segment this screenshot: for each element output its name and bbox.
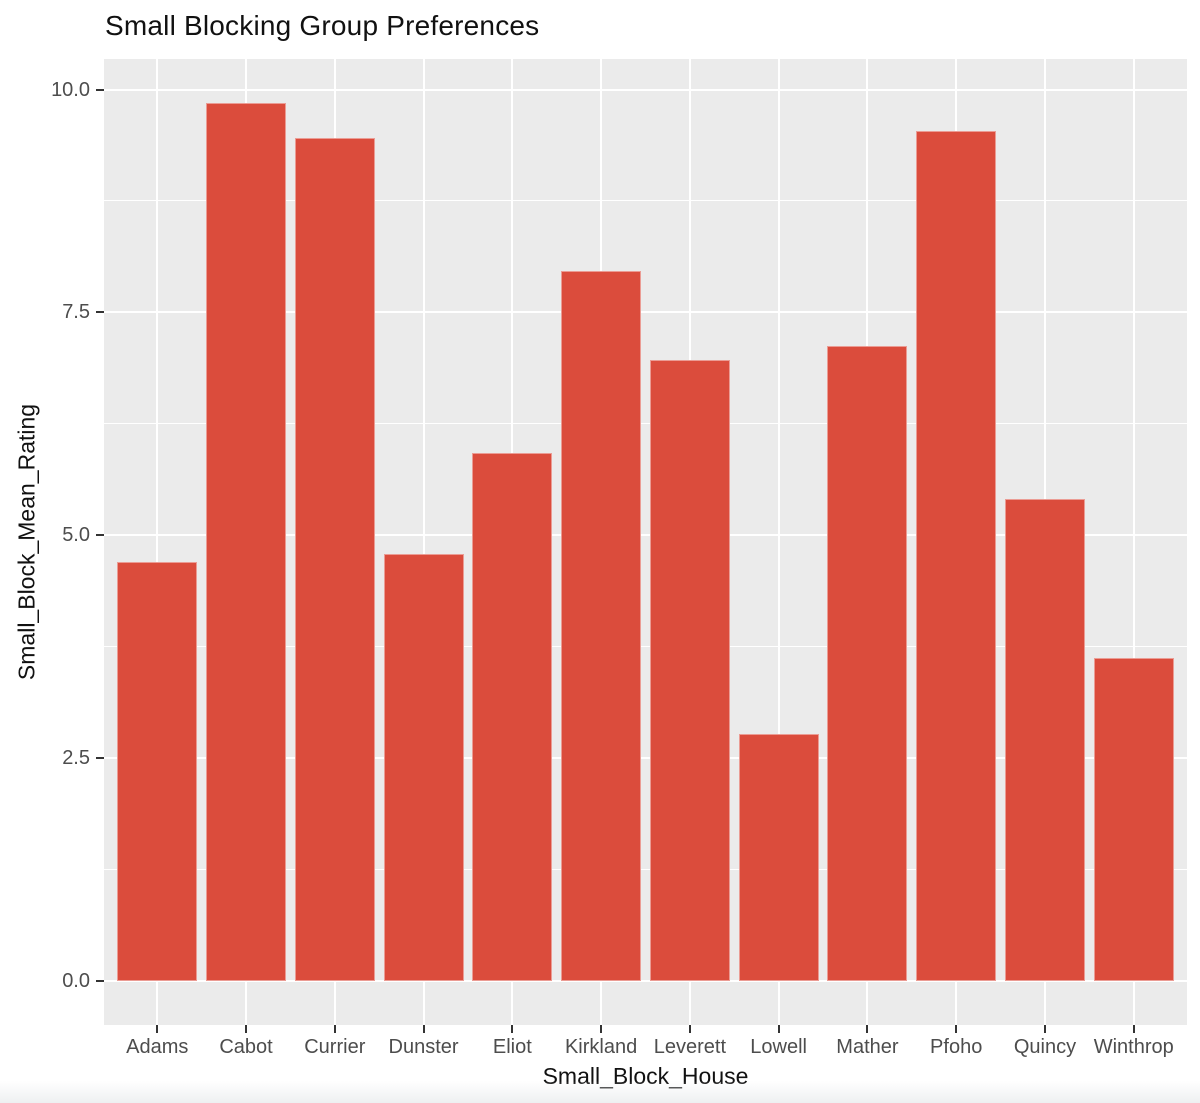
bar-pfoho [916, 130, 997, 982]
y-tick-mark-5.0 [96, 534, 104, 537]
x-tick-mark-dunster [422, 1025, 425, 1033]
plot-panel [104, 59, 1187, 1025]
gridline-major-y-10 [104, 88, 1187, 91]
y-tick-mark-7.5 [96, 311, 104, 314]
x-tick-label-quincy: Quincy [1013, 1036, 1077, 1058]
x-tick-label-winthrop: Winthrop [1093, 1036, 1174, 1058]
gridline-minor-y-3.75 [104, 646, 1187, 648]
y-tick-mark-2.5 [96, 757, 104, 760]
x-tick-mark-pfoho [955, 1025, 958, 1033]
bar-currier [294, 137, 375, 982]
gridline-major-x-lowell [777, 59, 780, 1025]
x-tick-label-dunster: Dunster [388, 1036, 459, 1058]
gridline-major-y-5 [104, 534, 1187, 537]
x-tick-label-pfoho: Pfoho [930, 1036, 983, 1058]
x-tick-mark-winthrop [1132, 1025, 1135, 1033]
gridline-major-y-2.5 [104, 757, 1187, 760]
bar-winthrop [1093, 658, 1174, 982]
gridline-major-x-dunster [422, 59, 425, 1025]
x-tick-label-kirkland: Kirkland [564, 1036, 638, 1058]
gridline-minor-y-6.25 [104, 423, 1187, 425]
x-tick-mark-kirkland [600, 1025, 603, 1033]
x-tick-mark-eliot [511, 1025, 514, 1033]
chart-title: Small Blocking Group Preferences [105, 10, 540, 41]
y-tick-mark-0.0 [96, 980, 104, 983]
bar-adams [117, 562, 198, 982]
gridline-major-y-0 [104, 980, 1187, 983]
x-tick-label-mather: Mather [836, 1036, 899, 1058]
x-tick-mark-lowell [777, 1025, 780, 1033]
x-tick-label-leverett: Leverett [653, 1036, 726, 1058]
x-tick-mark-quincy [1043, 1025, 1046, 1033]
bar-quincy [1005, 498, 1085, 982]
x-tick-label-eliot: Eliot [492, 1036, 532, 1058]
x-tick-mark-currier [333, 1025, 336, 1033]
y-tick-label-10.0: 10.0 [51, 78, 90, 101]
bar-dunster [383, 554, 464, 982]
y-tick-label-2.5: 2.5 [62, 747, 90, 770]
x-tick-label-lowell: Lowell [750, 1036, 807, 1058]
gridline-major-x-winthrop [1132, 59, 1135, 1025]
x-tick-mark-mather [866, 1025, 869, 1033]
bar-leverett [649, 359, 730, 982]
x-axis-title: Small_Block_House [542, 1063, 749, 1089]
y-tick-mark-10.0 [96, 88, 104, 91]
gridline-minor-y-1.25 [104, 869, 1187, 871]
bar-mather [827, 346, 908, 982]
gridline-major-x-adams [156, 59, 159, 1025]
x-tick-label-currier: Currier [304, 1036, 366, 1058]
bar-kirkland [561, 270, 642, 982]
x-tick-mark-adams [156, 1025, 159, 1033]
x-tick-mark-cabot [245, 1025, 248, 1033]
y-tick-label-7.5: 7.5 [62, 301, 90, 324]
gridline-major-y-7.5 [104, 311, 1187, 314]
gridline-minor-y-8.75 [104, 200, 1187, 202]
bar-cabot [206, 102, 286, 982]
bar-lowell [738, 734, 819, 982]
y-tick-label-5.0: 5.0 [62, 524, 90, 547]
x-tick-label-cabot: Cabot [219, 1036, 273, 1058]
y-tick-label-0.0: 0.0 [62, 970, 90, 993]
bar-eliot [472, 453, 553, 982]
x-tick-mark-leverett [688, 1025, 691, 1033]
x-tick-label-adams: Adams [126, 1036, 189, 1058]
